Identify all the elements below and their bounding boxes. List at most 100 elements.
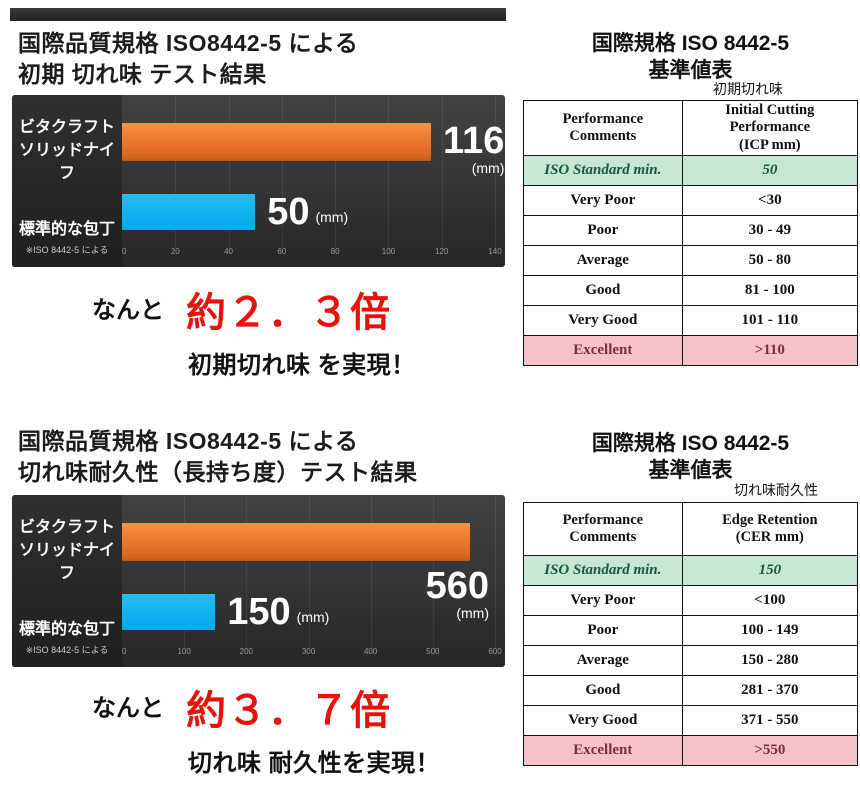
table-row: Average 150 - 280	[523, 645, 859, 676]
axis-tick-label: 80	[330, 247, 340, 256]
callout-multiplier: 約２．３倍	[186, 291, 391, 335]
callout-lead: なんと	[92, 695, 164, 722]
label-cell: Very Good	[523, 705, 683, 736]
category-label-text: 標準的な包丁	[18, 621, 115, 639]
table-row: Poor 100 - 149	[523, 615, 859, 646]
table-sub-label: 切れ味耐久性	[734, 482, 818, 498]
bar-vitacraft-solid-knife	[122, 123, 432, 161]
category-note: ※ISO 8442-5 による	[25, 645, 109, 656]
label-cell: Good	[523, 275, 683, 307]
label-cell: Poor	[523, 215, 683, 247]
table-row: ISO Standard min. 50	[523, 155, 859, 187]
axis-gridline	[388, 95, 390, 247]
table-row: Very Good 371 - 550	[523, 705, 859, 736]
bar-vitacraft-solid-knife	[122, 523, 471, 561]
bar-row: 50 (mm)	[122, 193, 495, 231]
column-header-cer: Edge Retention (CER mm)	[681, 502, 859, 556]
value-cell: 30 - 49	[681, 215, 859, 247]
cer-standard-table: Performance Comments Edge Retention (CER…	[523, 502, 859, 766]
label-cell: Excellent	[523, 735, 683, 766]
table-row: ISO Standard min. 150	[523, 555, 859, 586]
callout-multiplier: 約３．７倍	[186, 689, 391, 733]
label-cell: Average	[523, 645, 683, 676]
callout-multiplier-wrap: 約２．３倍	[186, 293, 391, 333]
value-cell: <100	[681, 585, 859, 616]
table-row: Very Good 101 - 110	[523, 305, 859, 337]
bar-standard-knife	[122, 194, 256, 230]
table-row: Good 81 - 100	[523, 275, 859, 307]
bar-row	[122, 523, 495, 561]
callout-initial-sharpness: なんと 約２．３倍 初期切れ味 を実現！	[92, 290, 416, 380]
table-row: Average 50 - 80	[523, 245, 859, 277]
callout-result: 切れ味 耐久性を実現！	[188, 750, 441, 777]
label-cell: ISO Standard min.	[523, 555, 683, 586]
axis-gridline	[432, 495, 434, 647]
axis-tick-label: 500	[426, 647, 440, 656]
bar-value-label: 150 (mm)	[227, 593, 329, 631]
category-label-vitacraft: ビタクラフト ソリッドナイフ	[18, 519, 115, 583]
axis-gridline	[281, 95, 283, 247]
label-cell: Very Poor	[523, 185, 683, 217]
chart-plot-area: 116 (mm) 50 (mm) 0 20 40 60 80 100 120 140	[122, 95, 505, 267]
axis-gridline	[370, 495, 372, 647]
bar-value-label: 560 (mm)	[426, 567, 489, 621]
callout-edge-retention: なんと 約３．７倍 切れ味 耐久性を実現！	[92, 688, 440, 778]
value-cell: >110	[681, 335, 859, 367]
label-cell: Good	[523, 675, 683, 706]
callout-lead: なんと	[92, 297, 164, 324]
table-header-row: Performance Comments Initial Cutting Per…	[523, 99, 859, 157]
bar-row: 150 (mm)	[122, 593, 495, 631]
callout-line: なんと 約３．７倍	[92, 688, 440, 731]
column-header-icp: Initial Cutting Performance (ICP mm)	[681, 99, 859, 157]
table-row: Very Poor <100	[523, 585, 859, 616]
label-cell: Poor	[523, 615, 683, 646]
axis-gridline	[228, 95, 230, 247]
table-row: Poor 30 - 49	[523, 215, 859, 247]
value-cell: 50 - 80	[681, 245, 859, 277]
bar-value-label: 50 (mm)	[267, 193, 348, 231]
value-cell: 371 - 550	[681, 705, 859, 736]
axis-tick-label: 600	[488, 647, 502, 656]
axis-gridline	[184, 495, 186, 647]
category-label-text: 標準的な包丁	[18, 221, 115, 239]
cropped-chart-edge	[10, 8, 506, 21]
axis-gridline	[495, 95, 496, 247]
label-cell: ISO Standard min.	[523, 155, 683, 187]
value-cell: >550	[681, 735, 859, 766]
label-cell: Average	[523, 245, 683, 277]
table-row: Good 281 - 370	[523, 675, 859, 706]
table-title: 国際規格 ISO 8442-5 基準値表	[591, 32, 790, 83]
table-sub-label: 初期切れ味	[713, 81, 783, 97]
section1-heading: 国際品質規格 ISO8442-5 による 初期 切れ味 テスト結果	[18, 30, 359, 87]
chart-category-panel: ビタクラフト ソリッドナイフ 標準的な包丁 ※ISO 8442-5 による	[12, 95, 122, 267]
bar-row: 116 (mm)	[122, 122, 504, 176]
bar-unit: (mm)	[296, 609, 330, 625]
section2-heading: 国際品質規格 ISO8442-5 による 切れ味耐久性（長持ち度）テスト結果	[18, 428, 418, 485]
value-cell: 150	[681, 555, 859, 586]
chart-scale-area: 560 (mm) 150 (mm) 0 100 200 300 400 500 600	[122, 495, 502, 667]
initial-sharpness-bar-chart: ビタクラフト ソリッドナイフ 標準的な包丁 ※ISO 8442-5 による 11…	[12, 95, 505, 267]
column-header-performance: Performance Comments	[523, 99, 683, 157]
table-header-row: Performance Comments Edge Retention (CER…	[523, 502, 859, 556]
callout-multiplier-wrap: 約３．７倍	[186, 691, 391, 731]
value-cell: 50	[681, 155, 859, 187]
axis-tick-label: 40	[224, 247, 234, 256]
label-cell: Very Poor	[523, 585, 683, 616]
category-label-standard-knife: 標準的な包丁 ※ISO 8442-5 による	[12, 595, 122, 667]
axis-gridline	[495, 495, 496, 647]
value-cell: 101 - 110	[681, 305, 859, 337]
value-cell: 150 - 280	[681, 645, 859, 676]
value-cell: 81 - 100	[681, 275, 859, 307]
bar-unit: (mm)	[471, 160, 505, 176]
axis-tick-label: 300	[301, 647, 316, 656]
bar-unit: (mm)	[315, 209, 349, 225]
callout-result: 初期切れ味 を実現！	[188, 352, 416, 379]
axis-tick-label: 20	[170, 247, 180, 256]
bar-standard-knife	[122, 594, 216, 630]
bar-value: 560	[425, 565, 489, 607]
edge-retention-bar-chart: ビタクラフト ソリッドナイフ 標準的な包丁 ※ISO 8442-5 による 56…	[12, 495, 505, 667]
bar-value: 116	[443, 120, 505, 162]
axis-tick-label: 140	[488, 247, 502, 256]
axis-tick-label: 120	[435, 247, 449, 256]
bar-value-label: 116 (mm)	[443, 122, 504, 176]
